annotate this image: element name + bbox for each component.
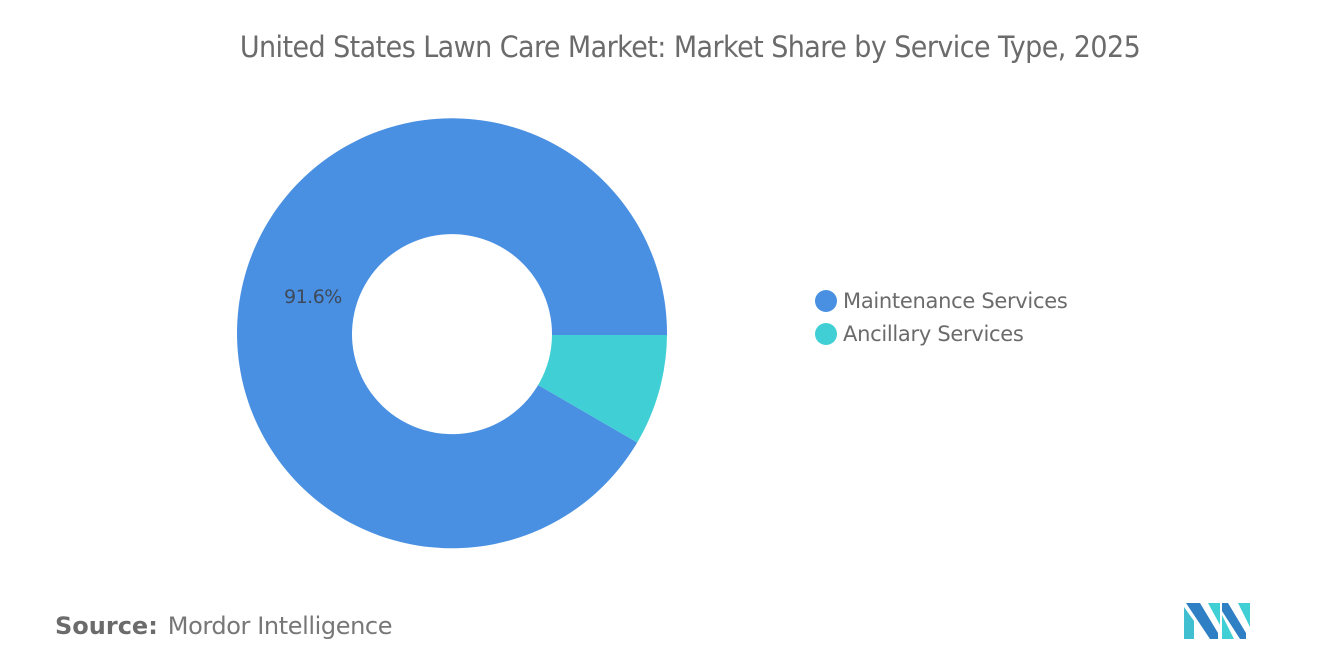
source-value: Mordor Intelligence: [167, 612, 393, 640]
legend-label: Maintenance Services: [843, 288, 1068, 313]
slice-maintenance-services[interactable]: [237, 118, 668, 549]
legend-dot-icon: [815, 289, 837, 312]
source-label: Source:: [55, 612, 158, 640]
chart-title: United States Lawn Care Market: Market S…: [239, 30, 1141, 64]
source-note: Source: Mordor Intelligence: [55, 612, 392, 640]
legend-item-maintenance[interactable]: Maintenance Services: [815, 284, 1068, 317]
legend-dot-icon: [815, 322, 837, 345]
legend-item-ancillary[interactable]: Ancillary Services: [815, 317, 1067, 350]
legend-label: Ancillary Services: [843, 321, 1024, 346]
slice-ancillary-services[interactable]: [538, 335, 667, 443]
legend: Maintenance Services Ancillary Services: [815, 284, 1068, 350]
maintenance-data-label: 91.6%: [284, 286, 342, 308]
mordor-intelligence-logo-icon: [1184, 603, 1250, 639]
